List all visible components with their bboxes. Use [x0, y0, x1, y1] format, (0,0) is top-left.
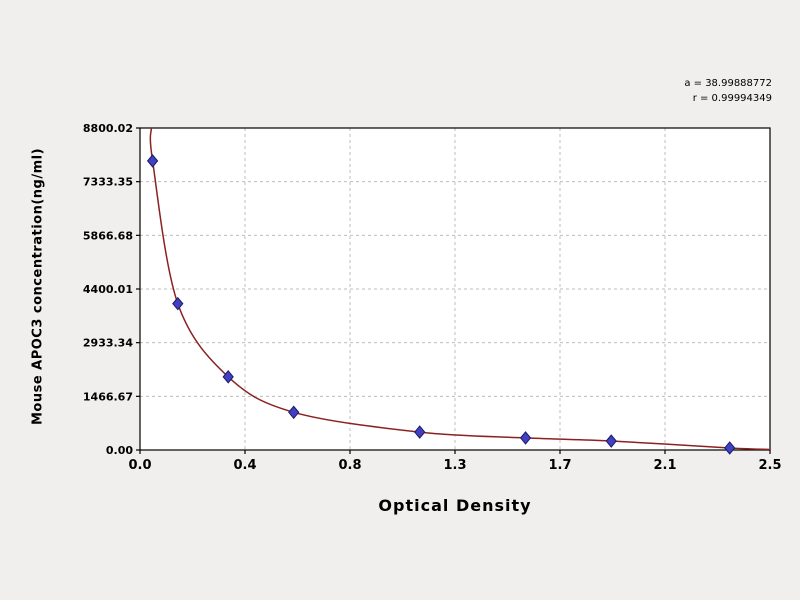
x-tick-label: 1.3	[443, 458, 466, 473]
data-point-marker	[414, 425, 426, 439]
data-point-marker	[222, 370, 234, 384]
y-axis-title: Mouse APOC3 concentration(ng/ml)	[30, 147, 46, 426]
data-point-marker	[146, 154, 159, 168]
x-tick-label: 0.4	[233, 458, 256, 473]
x-tick-label: 0.0	[128, 458, 151, 473]
y-tick-label: 0.00	[106, 444, 133, 457]
x-tick-label: 2.1	[653, 458, 676, 473]
curve-fit-annotations: a = 38.99888772 r = 0.99994349	[684, 76, 772, 106]
fit-parameter-a: a = 38.99888772	[684, 78, 772, 89]
fit-curve	[149, 128, 770, 450]
data-point-marker	[519, 431, 532, 445]
x-tick-label: 2.5	[758, 458, 781, 473]
data-point-marker	[605, 434, 617, 448]
x-tick-label: 0.8	[338, 458, 361, 473]
y-tick-label: 4400.01	[83, 283, 133, 296]
x-axis-title: Optical Density	[378, 496, 532, 515]
y-tick-label: 5866.68	[83, 229, 133, 242]
y-tick-label: 8800.02	[83, 122, 133, 135]
data-point-marker	[288, 405, 300, 420]
data-point-marker	[724, 441, 736, 455]
fit-parameter-r: r = 0.99994349	[692, 93, 772, 104]
y-tick-label: 1466.67	[83, 390, 133, 403]
y-tick-label: 2933.34	[83, 337, 133, 350]
y-tick-label: 7333.35	[83, 176, 133, 189]
data-point-marker	[172, 296, 184, 311]
x-tick-label: 1.7	[548, 458, 571, 473]
